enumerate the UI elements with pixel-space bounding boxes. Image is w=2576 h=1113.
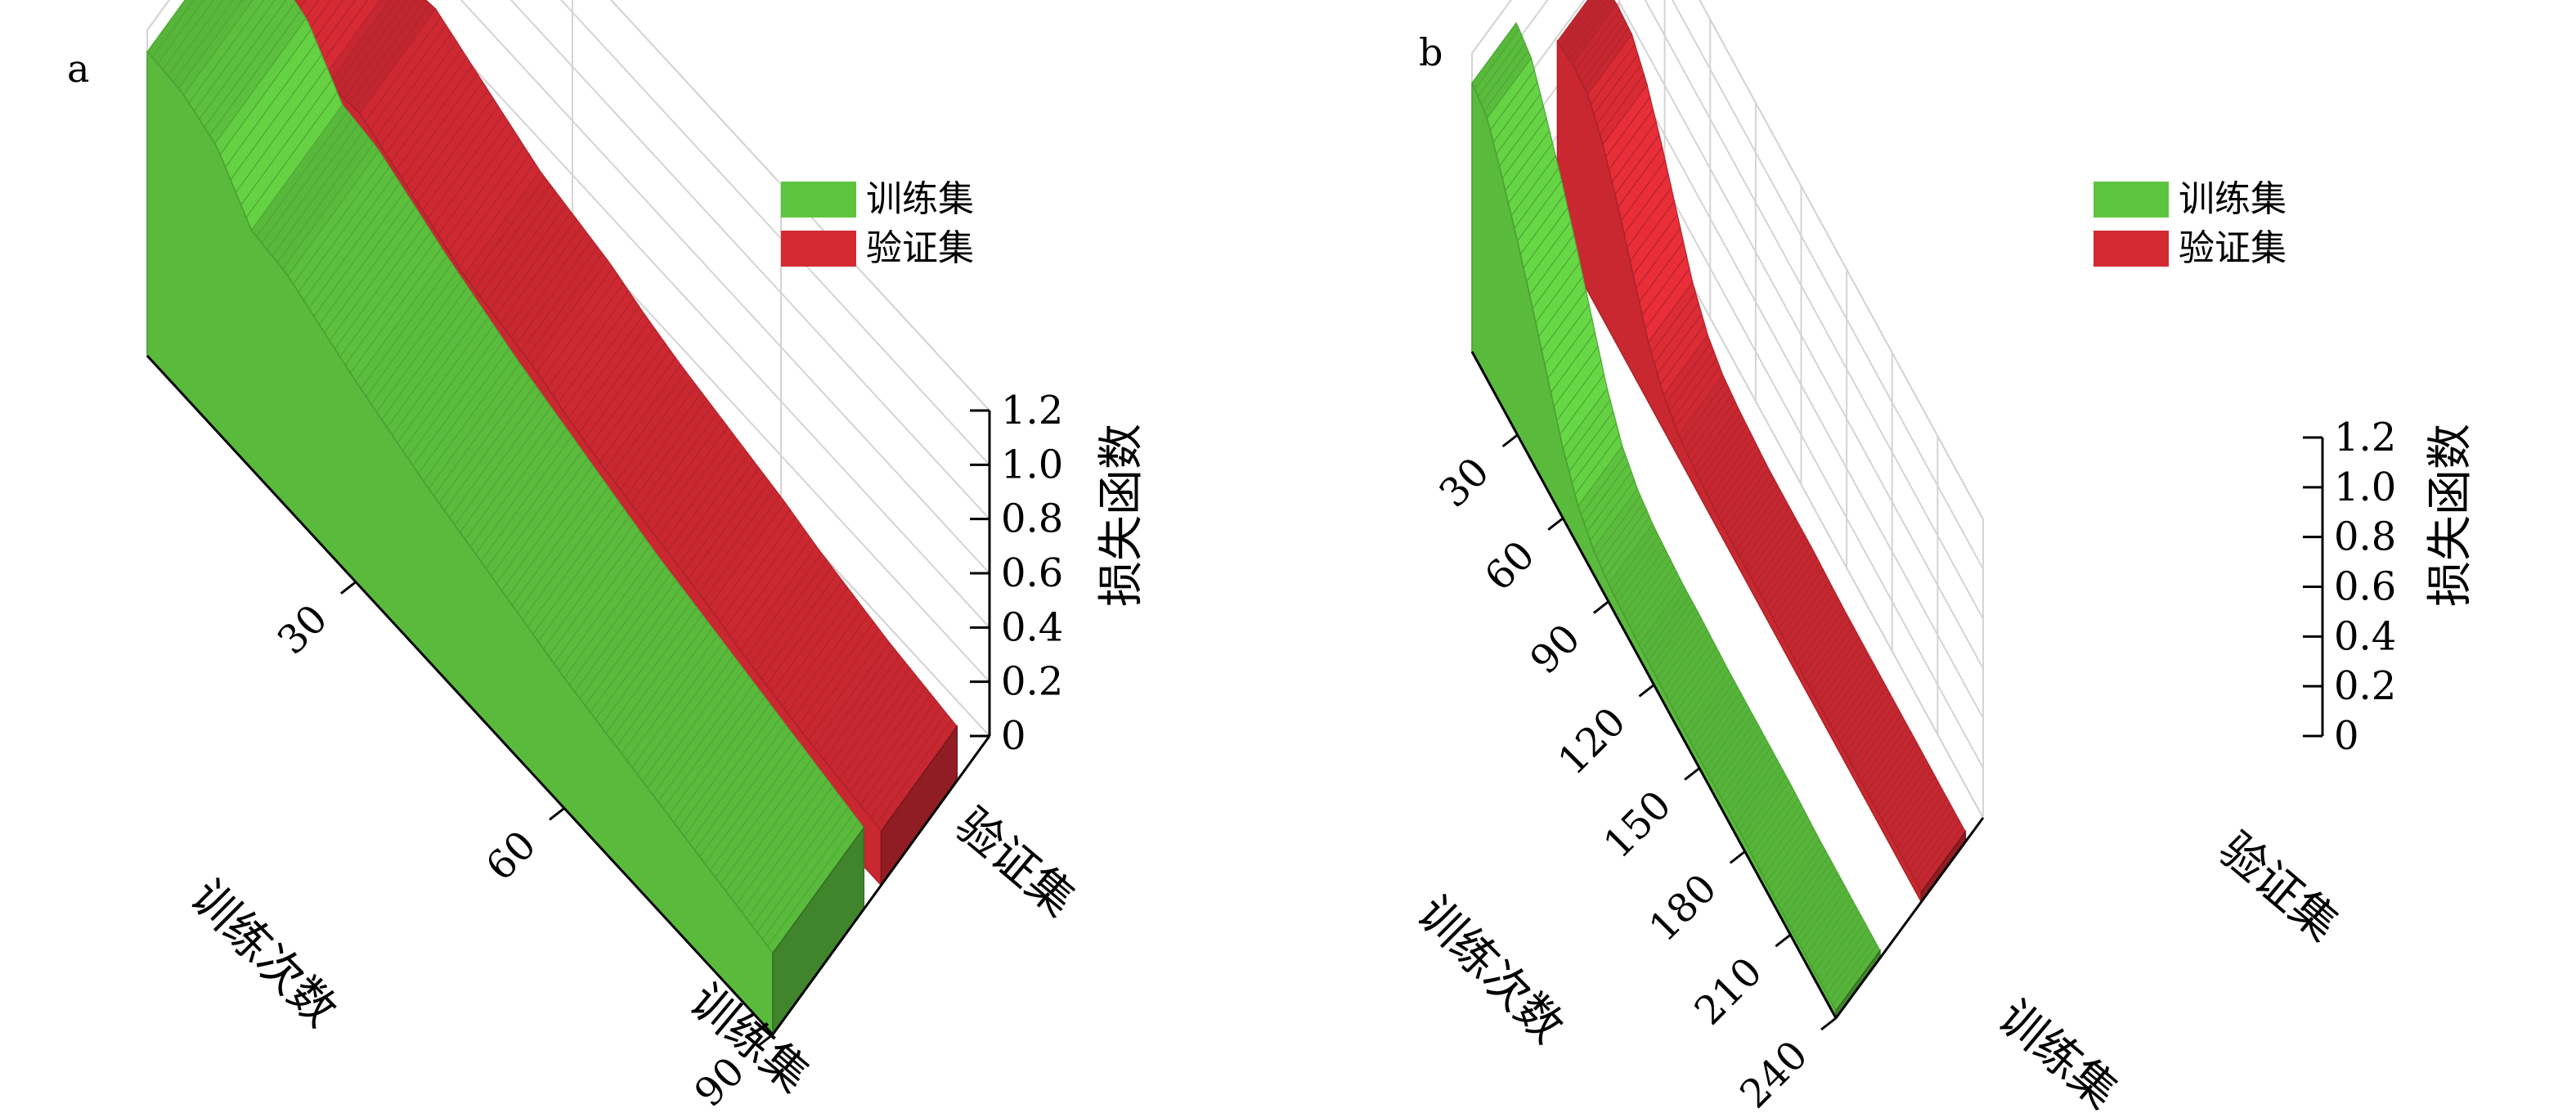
x-tick (1684, 767, 1701, 781)
category-label: 训练集 (1988, 990, 2127, 1113)
x-axis-title: 训练次数 (180, 870, 347, 1037)
x-tick (549, 807, 565, 821)
legend-entry: 验证集 (2179, 227, 2287, 269)
z-tick-label: 0.6 (1001, 550, 1063, 596)
x-tick (1501, 433, 1519, 448)
z-tick-label: 1.0 (1001, 442, 1063, 487)
z-tick-label: 0 (1001, 713, 1026, 759)
x-tick (1820, 1017, 1837, 1031)
category-axis (1834, 817, 1985, 1019)
x-tick (1775, 933, 1792, 948)
z-tick-label: 1.0 (2334, 464, 2396, 510)
z-grid-line (1471, 0, 1984, 520)
x-tick-label: 120 (1550, 698, 1635, 783)
x-tick-label: 240 (1731, 1032, 1816, 1113)
category-axis (771, 735, 991, 1035)
x-tick (757, 1033, 774, 1048)
x-tick-label: 30 (1430, 449, 1498, 517)
legend-entry: 训练集 (866, 178, 974, 220)
legend-swatch (781, 182, 856, 218)
x-tick-label: 180 (1640, 865, 1726, 950)
side-face (1471, 83, 1837, 1019)
x-axis-title: 训练次数 (1407, 886, 1573, 1053)
z-axis-title: 损失函数 (1095, 424, 1148, 607)
panel-label: b (1419, 30, 1443, 74)
legend-swatch (2094, 182, 2169, 218)
chart-panel-a: 00.20.40.60.81.01.2306090训练集验证集训练次数损失函数a… (67, 0, 1148, 1113)
series-1 (1471, 21, 1881, 1021)
series-1 (146, 0, 865, 1037)
z-tick-label: 0.2 (2334, 663, 2396, 709)
series-2 (1556, 0, 1967, 904)
side-face (146, 50, 774, 1036)
z-tick-label: 0.8 (2334, 514, 2396, 560)
side-face (1556, 38, 1923, 903)
z-tick-label: 0.2 (1001, 659, 1063, 705)
x-tick-label: 210 (1685, 949, 1770, 1034)
x-tick (1547, 517, 1564, 531)
legend-swatch (781, 231, 856, 267)
x-tick (340, 581, 357, 595)
x-tick-label: 150 (1595, 782, 1680, 867)
chart-panel-b: 00.20.40.60.81.01.2 30 60 90 120150180210240… (1407, 0, 2477, 1113)
z-tick-label: 1.2 (1001, 388, 1063, 433)
z-tick-label: 0 (2334, 713, 2359, 759)
x-tick-label: 90 (1522, 616, 1590, 684)
z-axis-title: 损失函数 (2424, 424, 2477, 607)
x-tick (1729, 850, 1746, 864)
legend-swatch (2094, 231, 2169, 267)
z-tick-label: 0.4 (2334, 613, 2396, 659)
z-tick-label: 1.2 (2334, 415, 2396, 460)
z-tick-label: 0.8 (1001, 496, 1063, 542)
x-tick (1592, 600, 1609, 614)
x-tick-label: 60 (478, 822, 545, 890)
x-axis (146, 354, 774, 1036)
legend-entry: 训练集 (2179, 178, 2287, 220)
x-tick (1638, 684, 1655, 698)
z-tick-label: 0.6 (2334, 564, 2396, 610)
category-label: 验证集 (945, 798, 1084, 927)
legend-entry: 验证集 (866, 227, 974, 269)
x-tick-label: 60 (1476, 532, 1544, 600)
z-tick-label: 0.4 (1001, 604, 1063, 650)
x-tick-label: 30 (269, 596, 337, 664)
panel-label: a (67, 47, 89, 91)
category-label: 验证集 (2209, 823, 2348, 952)
